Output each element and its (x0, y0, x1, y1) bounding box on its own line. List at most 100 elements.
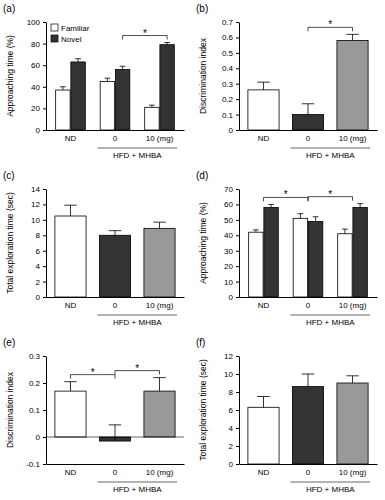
panel-label: (d) (196, 170, 208, 181)
y-tick-mark (43, 251, 46, 252)
bar (264, 208, 278, 297)
y-tick-label: 80 (31, 40, 40, 49)
y-tick-label: 0.1 (29, 406, 41, 415)
y-tick: 0.1 (29, 406, 46, 415)
panel-label: (f) (196, 337, 205, 348)
y-tick-label: 6 (229, 406, 234, 415)
y-tick: 12 (224, 352, 239, 361)
x-tick-label: ND (65, 468, 77, 477)
marks (55, 378, 175, 441)
error-bar (105, 78, 111, 81)
x-axis: ND010 (mg) (240, 297, 378, 310)
bar (337, 41, 368, 130)
y-tick: 0.3 (29, 352, 46, 361)
y-tick: 10 (224, 370, 239, 379)
y-tick: 0 (229, 460, 239, 469)
y-tick-label: 10 (224, 278, 233, 287)
y-tick-mark (43, 356, 46, 357)
group-line (290, 482, 370, 483)
y-tick-label: 30 (224, 247, 233, 256)
y-axis-title: Total exploration time (sec) (5, 192, 15, 294)
y-tick-mark (236, 297, 239, 298)
x-tick: ND (65, 464, 77, 477)
y-axis-line (46, 190, 47, 298)
y-tick-mark (43, 22, 46, 23)
error-bar (346, 34, 358, 40)
significance-label: * (328, 19, 332, 30)
y-tick-mark (43, 108, 46, 109)
x-tick-label: ND (258, 134, 270, 143)
x-tick: 0 (306, 130, 311, 143)
error-bar (257, 397, 269, 408)
y-tick-label: 0.7 (222, 18, 234, 27)
group-label: HFD + MHBA (306, 151, 355, 160)
panel: (c)02468101214ND010 (mg)HFD + MHBATotal … (3, 170, 185, 327)
y-tick: 0 (229, 126, 239, 135)
error-bar (153, 378, 165, 392)
legend-label: Familiar (61, 24, 90, 33)
y-tick-label: 0 (36, 433, 41, 442)
legend-label: Novel (61, 35, 82, 44)
error-bar (120, 66, 126, 69)
y-tick-label: 0.5 (222, 49, 234, 58)
x-tick: 0 (113, 464, 118, 477)
y-tick-label: 0.6 (222, 33, 234, 42)
marks (55, 205, 175, 297)
error-bar (302, 104, 314, 115)
y-tick: 60 (224, 200, 239, 209)
y-tick: 0.7 (222, 18, 239, 27)
bar (144, 228, 175, 297)
error-bar (302, 374, 314, 387)
y-tick-mark (236, 235, 239, 236)
y-tick-label: 0 (36, 126, 41, 135)
panel-label: (e) (3, 337, 15, 348)
x-axis: ND010 (mg) (47, 464, 185, 477)
x-tick-label: ND (258, 468, 270, 477)
x-tick: 10 (mg) (146, 297, 174, 310)
plot: 020406080100ND010 (mg)HFD + MHBAApproach… (5, 18, 185, 160)
bar (55, 216, 86, 297)
group-line (97, 315, 177, 316)
y-tick-mark (236, 68, 239, 69)
bar (99, 235, 130, 297)
y-tick-mark (43, 189, 46, 190)
x-tick-label: ND (258, 301, 270, 310)
y-tick-label: 50 (224, 216, 233, 225)
error-bar (149, 105, 155, 107)
bar (55, 391, 86, 437)
y-axis-line (239, 357, 240, 465)
error-bar (60, 87, 66, 90)
y-tick-label: 12 (224, 352, 233, 361)
plot: -0.100.10.20.3ND010 (mg)HFD + MHBADiscri… (5, 352, 185, 494)
y-tick-mark (236, 266, 239, 267)
marks (249, 204, 368, 297)
x-tick: 10 (mg) (146, 130, 174, 143)
group-label: HFD + MHBA (113, 485, 162, 494)
error-bar (164, 43, 170, 45)
y-tick-mark (236, 99, 239, 100)
y-tick: 6 (36, 247, 46, 256)
y-tick-mark (43, 220, 46, 221)
y-tick-label: 0 (229, 293, 234, 302)
y-tick: 30 (224, 247, 239, 256)
x-tick: 0 (113, 130, 118, 143)
y-tick-label: 60 (224, 200, 233, 209)
significance-label: * (91, 367, 95, 378)
y-tick: 0.2 (29, 379, 46, 388)
x-tick: 10 (mg) (339, 464, 367, 477)
error-bar (257, 82, 269, 90)
legend-item: Novel (51, 35, 82, 44)
bar (308, 221, 322, 297)
significance-label: * (135, 363, 139, 374)
y-axis: 00.10.20.30.40.50.60.7 (222, 18, 240, 135)
y-tick-mark (43, 44, 46, 45)
error-bar (64, 382, 76, 391)
y-tick-mark (43, 235, 46, 236)
y-axis: 02468101214 (31, 185, 46, 302)
y-tick: 10 (31, 216, 46, 225)
y-tick-mark (43, 65, 46, 66)
x-tick: ND (258, 464, 270, 477)
bar (337, 383, 368, 464)
y-tick: 0 (229, 293, 239, 302)
panel-label: (c) (3, 170, 15, 181)
